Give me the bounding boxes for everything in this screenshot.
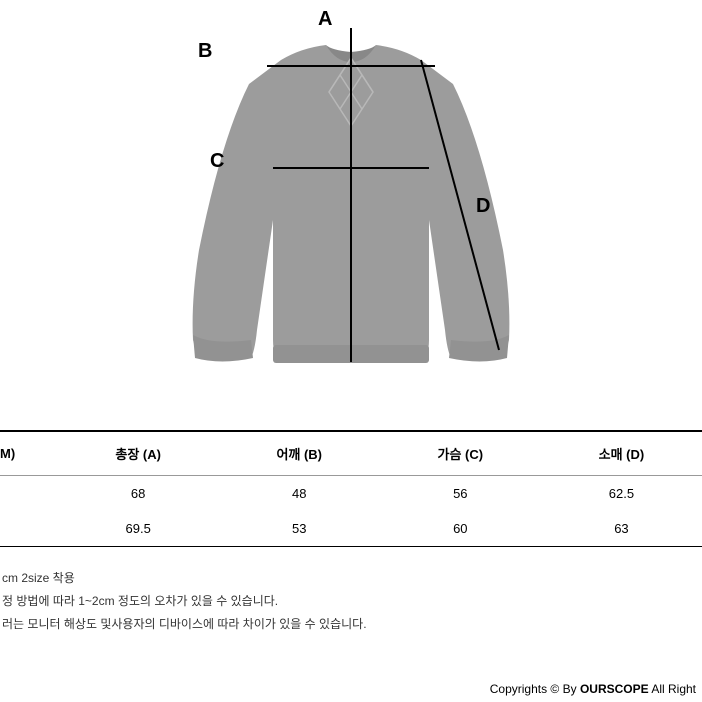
- copyright-suffix: All Right: [649, 682, 696, 696]
- col-header-chest: 가슴 (C): [380, 432, 541, 476]
- notes-block: cm 2size 착용 정 방법에 따라 1~2cm 정도의 오차가 있을 수 …: [0, 567, 702, 635]
- cell: 68: [58, 476, 219, 512]
- size-table-container: M) 총장 (A) 어깨 (B) 가슴 (C) 소매 (D) 68 48 56 …: [0, 430, 702, 547]
- col-header-shoulder: 어깨 (B): [219, 432, 380, 476]
- garment-svg: [151, 10, 551, 410]
- cell: 53: [219, 511, 380, 546]
- cell: 60: [380, 511, 541, 546]
- copyright-brand: OURSCOPE: [580, 682, 649, 696]
- note-line: cm 2size 착용: [2, 567, 702, 590]
- copyright-text: Copyrights © By OURSCOPE All Right: [490, 682, 696, 696]
- cell: [0, 511, 58, 546]
- size-table: M) 총장 (A) 어깨 (B) 가슴 (C) 소매 (D) 68 48 56 …: [0, 432, 702, 546]
- table-row: 68 48 56 62.5: [0, 476, 702, 512]
- cell: 62.5: [541, 476, 702, 512]
- cell: 56: [380, 476, 541, 512]
- col-header-size: M): [0, 432, 58, 476]
- col-header-sleeve: 소매 (D): [541, 432, 702, 476]
- cell: 63: [541, 511, 702, 546]
- diagram-label-b: B: [198, 40, 212, 63]
- col-header-length: 총장 (A): [58, 432, 219, 476]
- table-row: 69.5 53 60 63: [0, 511, 702, 546]
- diagram-label-d: D: [476, 195, 490, 218]
- cell: 48: [219, 476, 380, 512]
- cell: 69.5: [58, 511, 219, 546]
- diagram-label-a: A: [318, 8, 332, 31]
- table-body: 68 48 56 62.5 69.5 53 60 63: [0, 476, 702, 547]
- copyright-prefix: Copyrights © By: [490, 682, 580, 696]
- diagram-label-c: C: [210, 150, 224, 173]
- table-header-row: M) 총장 (A) 어깨 (B) 가슴 (C) 소매 (D): [0, 432, 702, 476]
- measurement-diagram: A B C D: [0, 0, 702, 430]
- note-line: 러는 모니터 해상도 및사용자의 디바이스에 따라 차이가 있을 수 있습니다.: [2, 613, 702, 636]
- note-line: 정 방법에 따라 1~2cm 정도의 오차가 있을 수 있습니다.: [2, 590, 702, 613]
- cell: [0, 476, 58, 512]
